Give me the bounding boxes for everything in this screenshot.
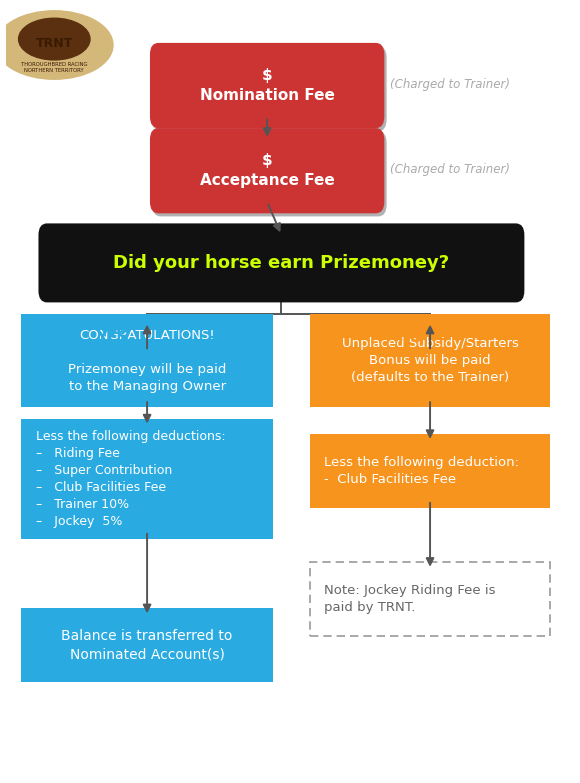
Text: (Charged to Trainer): (Charged to Trainer) [390, 78, 510, 92]
Text: (Charged to Trainer): (Charged to Trainer) [390, 164, 510, 176]
Text: $
Nomination Fee: $ Nomination Fee [200, 68, 335, 103]
FancyBboxPatch shape [310, 314, 550, 407]
FancyBboxPatch shape [152, 132, 387, 216]
FancyBboxPatch shape [38, 223, 524, 302]
Text: YES: YES [96, 330, 129, 345]
Text: TRNT: TRNT [35, 37, 73, 50]
Circle shape [19, 18, 90, 60]
FancyBboxPatch shape [21, 419, 273, 539]
Text: Unplaced Subsidy/Starters
Bonus will be paid
(defaults to the Trainer): Unplaced Subsidy/Starters Bonus will be … [342, 337, 519, 384]
Text: CONGRATULATIONS!

Prizemoney will be paid
to the Managing Owner: CONGRATULATIONS! Prizemoney will be paid… [68, 329, 226, 392]
Text: Did your horse earn Prizemoney?: Did your horse earn Prizemoney? [113, 254, 450, 272]
Text: Less the following deductions:
–   Riding Fee
–   Super Contribution
–   Club Fa: Less the following deductions: – Riding … [35, 430, 225, 528]
Circle shape [0, 11, 113, 79]
Text: Less the following deduction:
-  Club Facilities Fee: Less the following deduction: - Club Fac… [324, 456, 519, 486]
FancyBboxPatch shape [21, 314, 273, 407]
FancyBboxPatch shape [150, 43, 385, 128]
FancyBboxPatch shape [310, 434, 550, 507]
FancyBboxPatch shape [150, 128, 385, 213]
FancyBboxPatch shape [21, 608, 273, 682]
FancyBboxPatch shape [152, 46, 387, 132]
Text: THOROUGHBRED RACING
NORTHERN TERRITORY: THOROUGHBRED RACING NORTHERN TERRITORY [21, 62, 88, 73]
Text: NO: NO [397, 330, 423, 345]
Text: Note: Jockey Riding Fee is
paid by TRNT.: Note: Jockey Riding Fee is paid by TRNT. [324, 583, 496, 614]
Text: $
Acceptance Fee: $ Acceptance Fee [200, 153, 335, 188]
Text: Balance is transferred to
Nominated Account(s): Balance is transferred to Nominated Acco… [61, 629, 233, 662]
